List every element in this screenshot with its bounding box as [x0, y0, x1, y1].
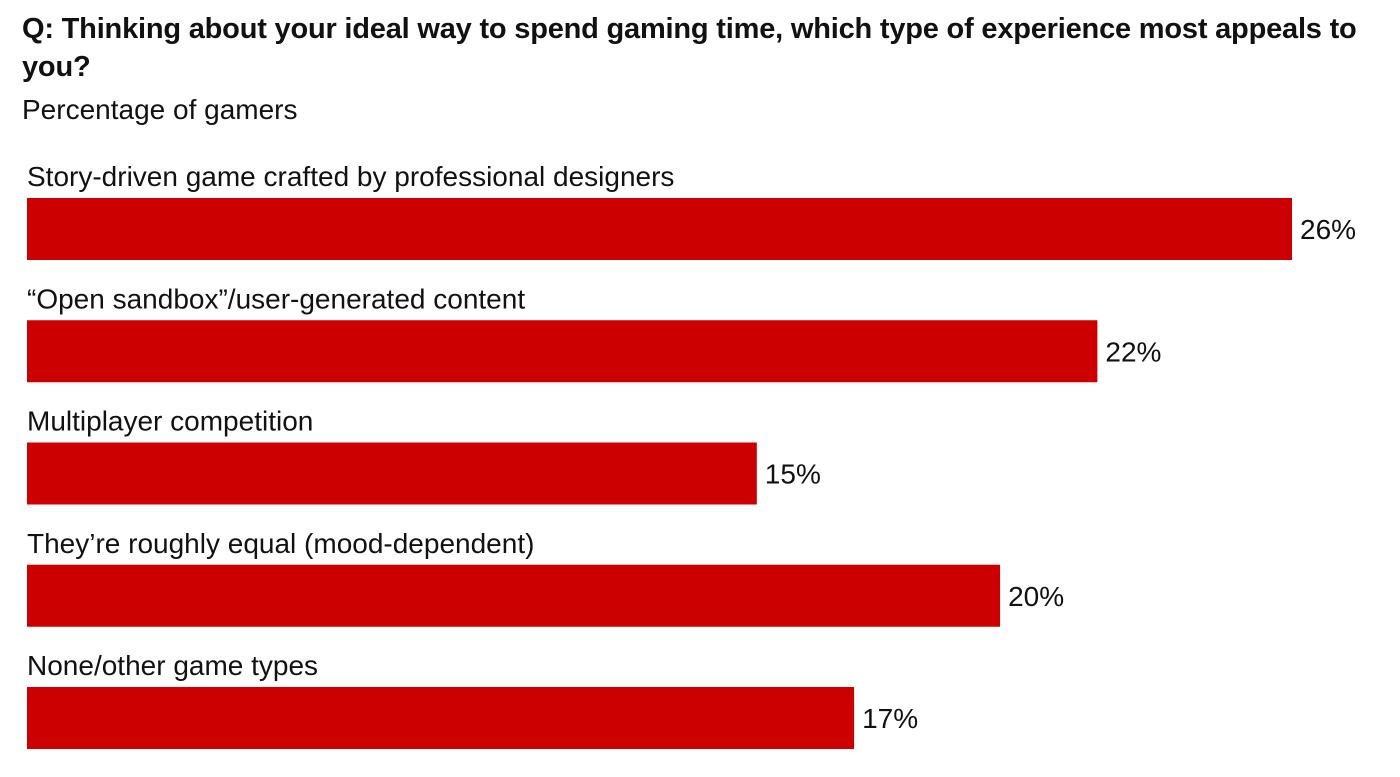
bar [27, 442, 757, 505]
category-label: They’re roughly equal (mood-dependent) [27, 528, 534, 559]
category-label: “Open sandbox”/user-generated content [27, 283, 525, 314]
value-label: 15% [765, 459, 821, 490]
chart-title: Q: Thinking about your ideal way to spen… [22, 13, 1357, 83]
bar [27, 687, 855, 749]
bar [27, 564, 1001, 627]
bars-layer: Story-driven game crafted by professiona… [27, 161, 1356, 749]
category-label: Story-driven game crafted by professiona… [27, 161, 674, 192]
value-label: 22% [1105, 336, 1161, 367]
category-label: Multiplayer competition [27, 406, 313, 437]
value-label: 20% [1008, 581, 1064, 612]
value-label: 17% [862, 703, 918, 734]
bar [27, 198, 1292, 260]
bar [27, 320, 1098, 383]
value-label: 26% [1300, 214, 1356, 245]
chart-subtitle: Percentage of gamers [22, 94, 298, 125]
category-label: None/other game types [27, 650, 318, 681]
